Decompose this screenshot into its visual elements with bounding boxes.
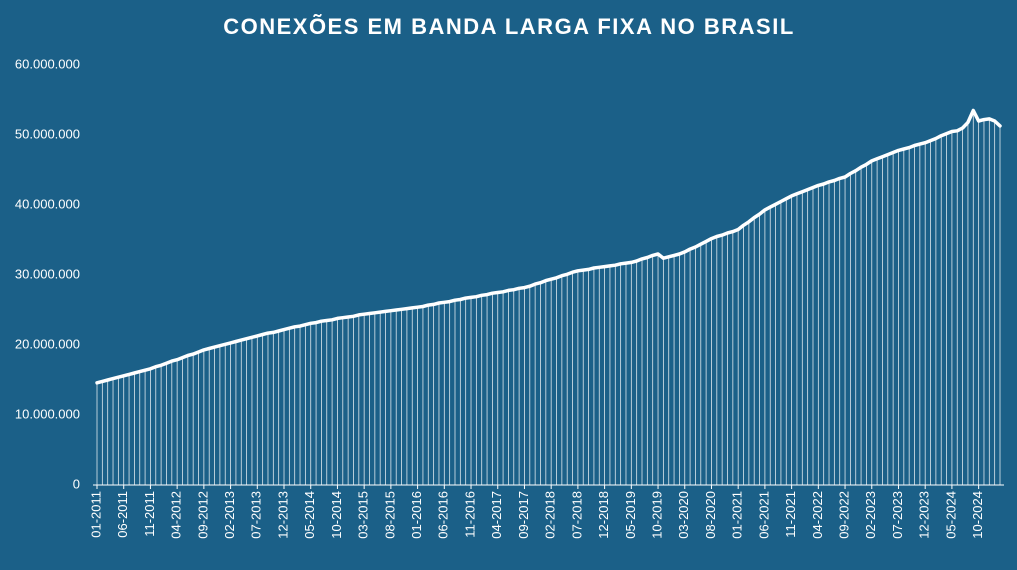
x-tick-label: 08-2020	[703, 491, 718, 539]
y-tick-label: 40.000.000	[15, 196, 80, 211]
x-tick-label: 06-2016	[436, 491, 451, 539]
x-tick-label: 01-2016	[409, 491, 424, 539]
x-tick-label: 04-2022	[810, 491, 825, 539]
x-tick-label: 09-2012	[195, 491, 210, 539]
x-tick-label: 07-2023	[890, 491, 905, 539]
x-tick-label: 10-2019	[649, 491, 664, 539]
y-tick-label: 0	[73, 476, 80, 491]
y-tick-label: 30.000.000	[15, 266, 80, 281]
x-tick-label: 01-2011	[88, 491, 103, 538]
x-tick-label: 02-2023	[863, 491, 878, 539]
x-tick-label: 09-2022	[836, 491, 851, 539]
x-tick-label: 02-2018	[543, 491, 558, 539]
x-tick-label: 05-2014	[302, 491, 317, 539]
x-tick-label: 03-2015	[356, 491, 371, 539]
x-tick-label: 10-2024	[970, 491, 985, 539]
x-tick-label: 06-2021	[756, 491, 771, 539]
x-tick-label: 06-2011	[115, 491, 130, 538]
x-tick-label: 01-2021	[730, 491, 745, 539]
x-tick-label: 03-2020	[676, 491, 691, 539]
x-tick-label: 07-2013	[249, 491, 264, 539]
x-tick-label: 12-2018	[596, 491, 611, 539]
x-tick-label: 02-2013	[222, 491, 237, 539]
x-tick-label: 10-2014	[329, 491, 344, 539]
x-tick-label: 09-2017	[516, 491, 531, 539]
data-line	[95, 108, 1002, 385]
x-tick-label: 05-2019	[623, 491, 638, 539]
x-tick-label: 11-2021	[783, 491, 798, 538]
x-tick-label: 12-2013	[275, 491, 290, 539]
x-tick-label: 05-2024	[943, 491, 958, 539]
y-tick-label: 50.000.000	[15, 126, 80, 141]
y-tick-label: 20.000.000	[15, 336, 80, 351]
x-tick-label: 11-2016	[462, 491, 477, 538]
x-tick-label: 04-2017	[489, 491, 504, 539]
x-tick-label: 12-2023	[917, 491, 932, 539]
y-tick-label: 10.000.000	[15, 406, 80, 421]
x-tick-label: 04-2012	[169, 491, 184, 539]
y-tick-label: 60.000.000	[15, 56, 80, 71]
x-tick-label: 11-2011	[142, 491, 157, 537]
x-tick-label: 07-2018	[569, 491, 584, 539]
x-tick-label: 08-2015	[382, 491, 397, 539]
chart-title: CONEXÕES EM BANDA LARGA FIXA NO BRASIL	[223, 14, 795, 39]
